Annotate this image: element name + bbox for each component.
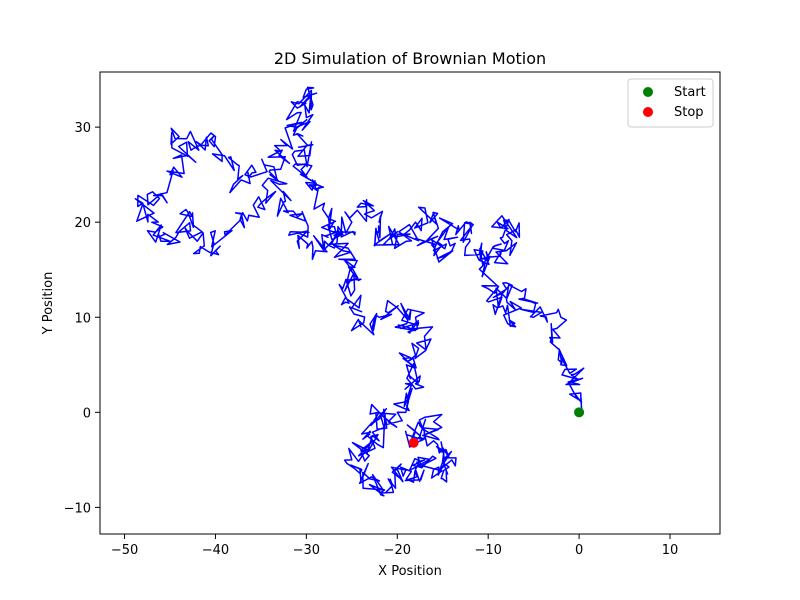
legend-stop-marker <box>643 107 653 117</box>
y-tick-label: 0 <box>83 406 91 421</box>
x-axis-label: X Position <box>378 564 442 579</box>
start-marker <box>574 407 585 418</box>
x-tick-label: −50 <box>111 543 138 558</box>
y-axis: −10 0 10 20 30 <box>64 121 100 516</box>
x-tick-label: −10 <box>474 543 501 558</box>
x-tick-label: −40 <box>202 543 229 558</box>
x-tick-label: −20 <box>384 543 411 558</box>
y-tick-label: −10 <box>64 501 91 516</box>
axes-frame <box>99 71 721 535</box>
chart-title: 2D Simulation of Brownian Motion <box>274 49 546 68</box>
plot-area <box>134 86 585 497</box>
y-tick-label: 10 <box>74 311 91 326</box>
x-tick-label: 0 <box>575 543 583 558</box>
y-tick-label: 20 <box>74 216 91 231</box>
x-tick-label: −30 <box>293 543 320 558</box>
trajectory-line-0 <box>134 86 585 497</box>
y-tick-label: 30 <box>74 121 91 136</box>
legend-stop-label: Stop <box>674 105 704 120</box>
legend-start-marker <box>643 87 653 97</box>
x-tick-label: 10 <box>662 543 679 558</box>
legend: Start Stop <box>627 78 714 128</box>
x-axis: −50 −40 −30 −20 −10 0 10 <box>111 534 678 558</box>
y-axis-label: Y Position <box>41 272 56 336</box>
legend-start-label: Start <box>674 85 706 100</box>
stop-marker <box>408 437 419 448</box>
